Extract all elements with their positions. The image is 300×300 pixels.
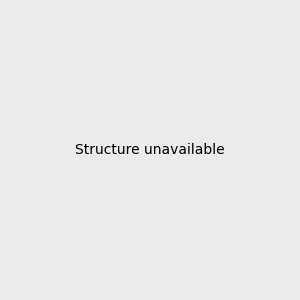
Text: Structure unavailable: Structure unavailable <box>75 143 225 157</box>
